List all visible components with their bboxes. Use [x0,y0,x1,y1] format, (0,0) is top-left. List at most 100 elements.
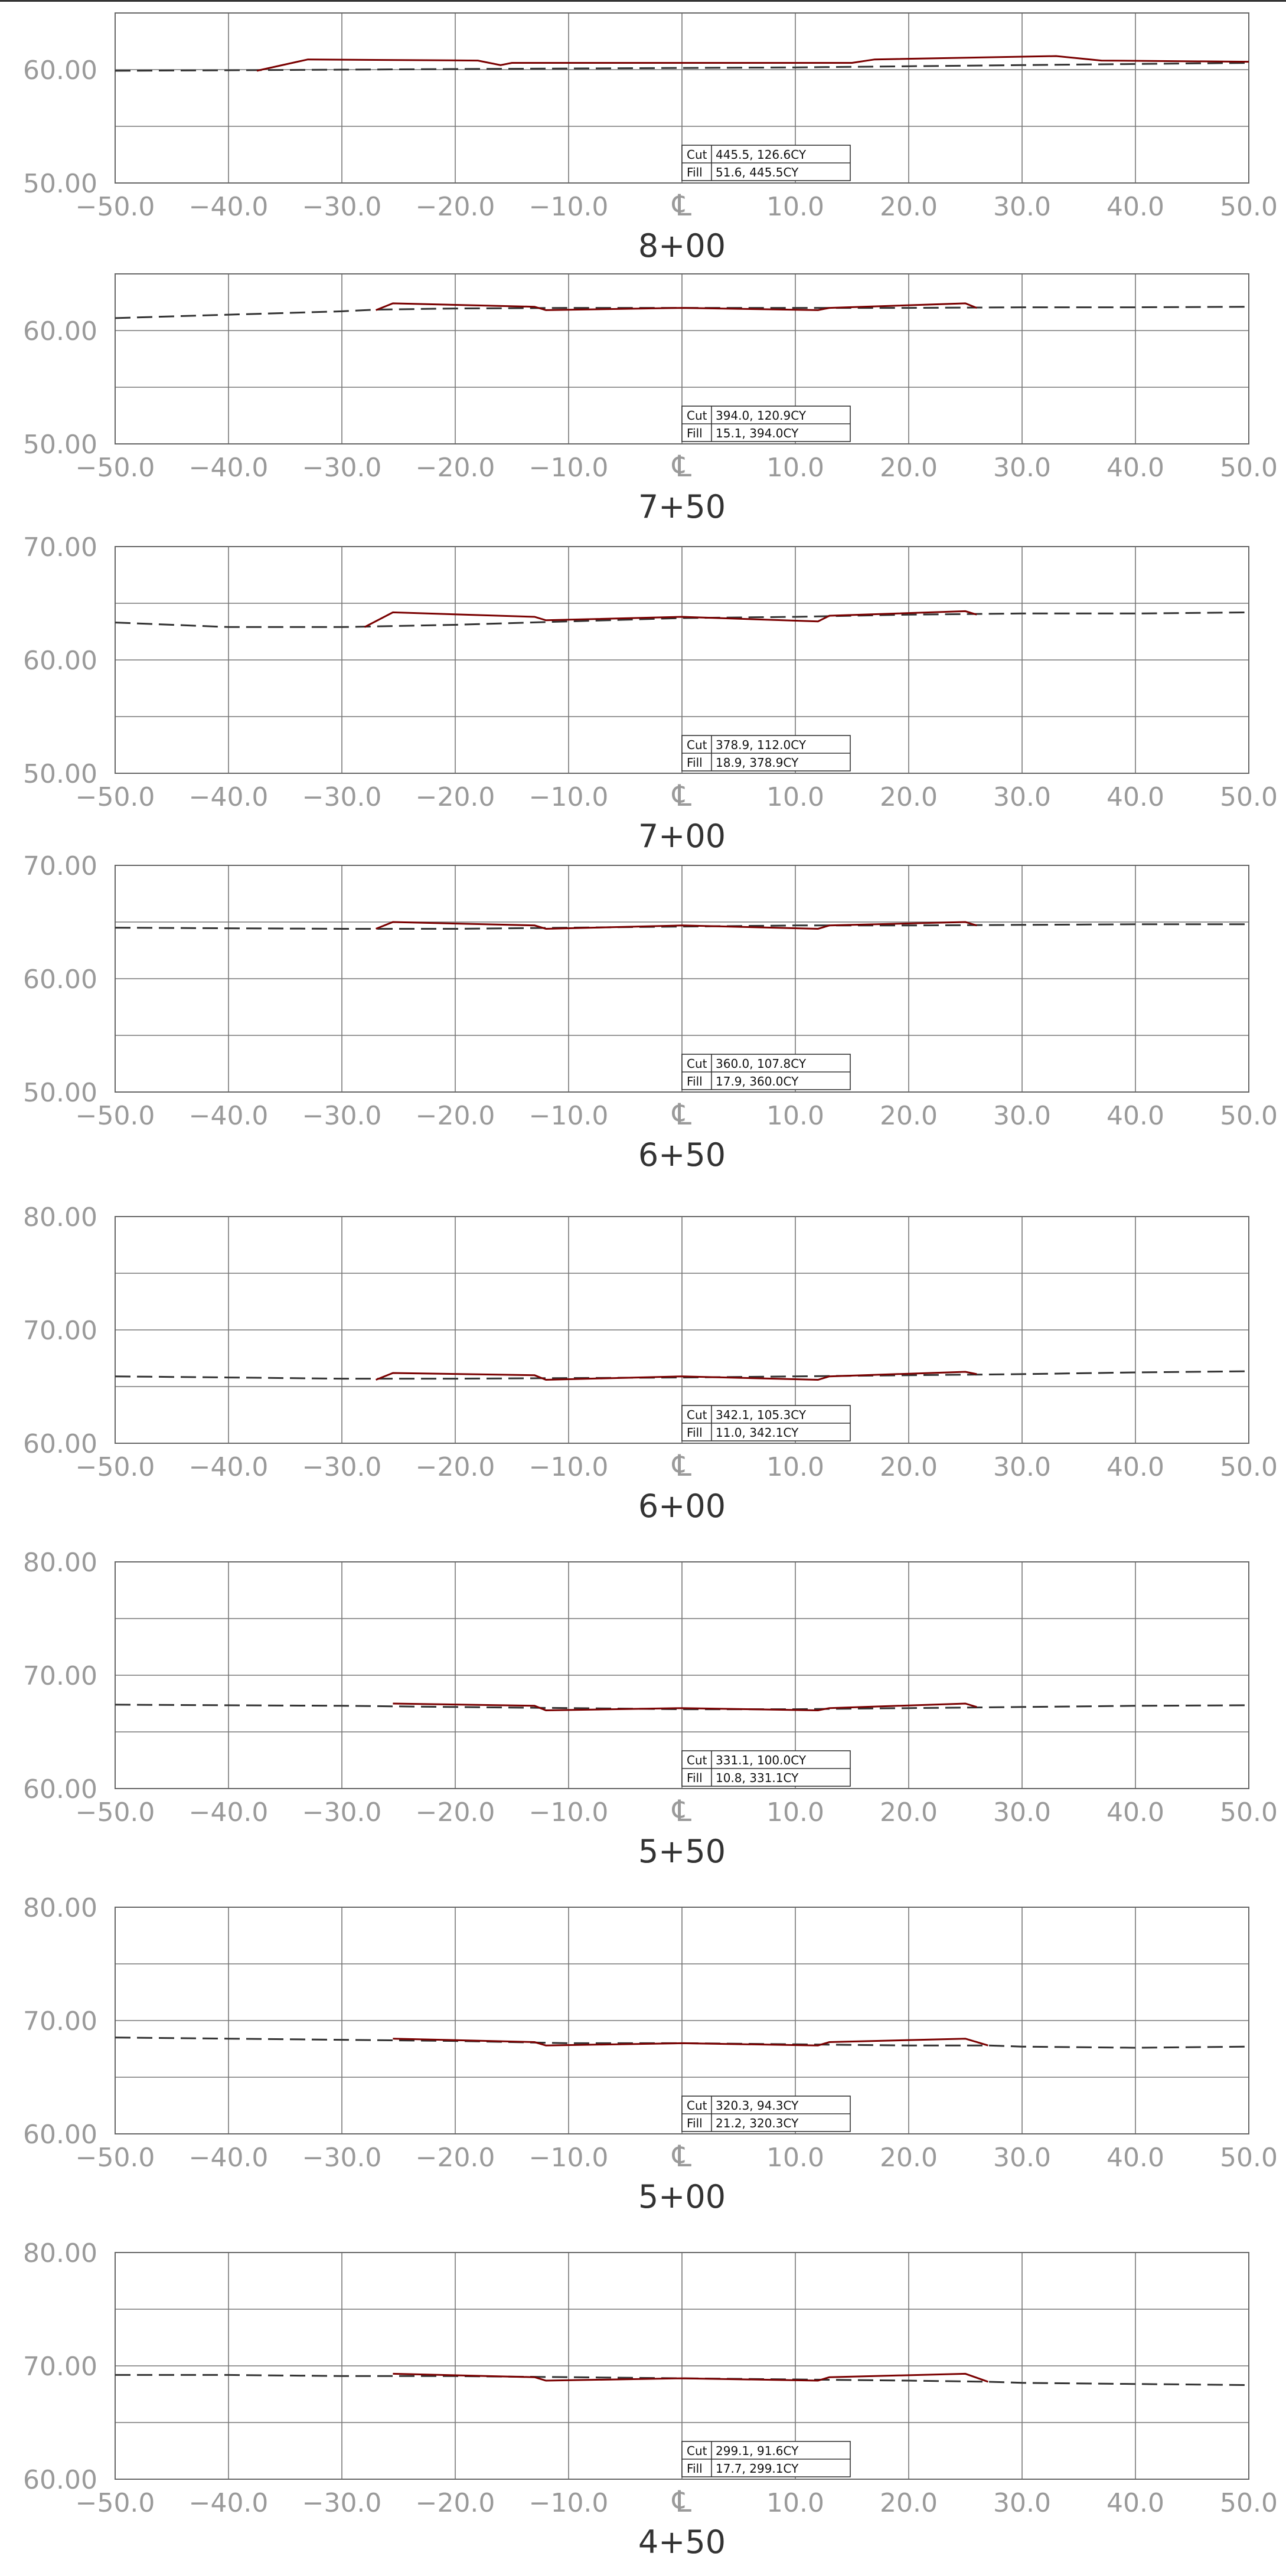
cut-label: Cut [687,1408,707,1422]
centerline-symbol: ℄ [671,779,691,813]
y-tick-label: 80.00 [23,2238,97,2268]
proposed-section-line [393,1702,977,1712]
fill-value: 17.7, 299.1CY [716,2461,799,2476]
x-tick-label: −10.0 [529,2143,609,2173]
x-tick-label: 40.0 [1107,2488,1164,2518]
volume-table: Cut 445.5, 126.6CY Fill 51.6, 445.5CY [681,145,851,181]
volume-table: Cut 394.0, 120.9CY Fill 15.1, 394.0CY [681,406,851,442]
cut-label: Cut [687,1753,707,1767]
fill-label: Fill [687,1074,703,1088]
volume-table: Cut 320.3, 94.3CY Fill 21.2, 320.3CY [681,2096,851,2132]
x-tick-label: 10.0 [766,782,824,812]
plot-frame [115,12,1249,184]
x-tick-label: −10.0 [529,1797,609,1828]
fill-value: 21.2, 320.3CY [716,2116,799,2130]
x-tick-label: −40.0 [189,453,269,483]
station-label: 4+50 [638,2523,726,2561]
x-tick-label: 30.0 [993,1452,1051,1482]
y-tick-label: 50.00 [23,1078,97,1108]
fill-label: Fill [687,1771,703,1785]
cross-section-6-00: 60.00 70.00 80.00 −50.0 −40.0 −30.0 −20.0 −10.0… [23,1202,1278,1525]
fill-label: Fill [687,426,703,440]
existing-ground-line [115,306,1249,319]
existing-ground-line [115,1704,1249,1711]
x-tick-label: 20.0 [880,782,938,812]
plot-frame [115,1907,1249,2134]
x-tick-label: −50.0 [76,782,155,812]
x-tick-label: 10.0 [766,1452,824,1482]
x-tick-label: −20.0 [416,192,495,222]
fill-value: 11.0, 342.1CY [716,1426,799,1440]
x-tick-label: 50.0 [1220,453,1278,483]
cross-section-5-50: 60.00 70.00 80.00 −50.0 −40.0 −30.0 −20.0 −10.0… [23,1548,1278,1870]
x-tick-label: −40.0 [189,782,269,812]
plot-frame [115,546,1249,774]
existing-ground-line [115,62,1249,72]
x-tick-label: 30.0 [993,1797,1051,1828]
cut-label: Cut [687,408,707,423]
proposed-section-line [256,55,1249,72]
volume-table: Cut 299.1, 91.6CY Fill 17.7, 299.1CY [681,2441,851,2477]
x-tick-label: −30.0 [302,1101,382,1131]
cut-label: Cut [687,1057,707,1071]
cross-section-7-50: 50.00 60.00 −50.0 −40.0 −30.0 −20.0 −10.0 ℄ 10.0… [23,273,1278,525]
station-label: 6+00 [638,1488,726,1525]
y-tick-label: 60.00 [23,2465,97,2495]
y-tick-label: 70.00 [23,2006,97,2036]
y-tick-label: 80.00 [23,1893,97,1923]
x-tick-label: 40.0 [1107,2143,1164,2173]
fill-value: 18.9, 378.9CY [716,756,799,770]
x-tick-label: −50.0 [76,2488,155,2518]
x-tick-label: 50.0 [1220,1452,1278,1482]
x-tick-label: 50.0 [1220,2143,1278,2173]
proposed-section-line [364,610,977,628]
y-tick-label: 60.00 [23,1429,97,1459]
existing-ground-line [115,923,1249,930]
x-tick-label: −20.0 [416,2488,495,2518]
x-tick-label: −40.0 [189,2143,269,2173]
proposed-section-line [393,2038,988,2047]
x-tick-label: 40.0 [1107,1101,1164,1131]
x-tick-label: 30.0 [993,1101,1051,1131]
x-tick-label: 30.0 [993,2488,1051,2518]
x-tick-label: −10.0 [529,453,609,483]
y-tick-label: 70.00 [23,532,97,563]
x-tick-label: 10.0 [766,192,824,222]
x-tick-label: 10.0 [766,453,824,483]
volume-table: Cut 360.0, 107.8CY Fill 17.9, 360.0CY [681,1054,851,1090]
cross-section-4-50: 60.00 70.00 80.00 −50.0 −40.0 −30.0 −20.0 −10.0… [23,2238,1278,2561]
x-tick-label: −30.0 [302,2488,382,2518]
x-tick-label: 50.0 [1220,2488,1278,2518]
cut-value: 299.1, 91.6CY [716,2444,799,2458]
centerline-symbol: ℄ [671,1097,691,1132]
x-tick-label: 50.0 [1220,1797,1278,1828]
cut-label: Cut [687,2444,707,2458]
x-tick-label: −30.0 [302,192,382,222]
centerline-symbol: ℄ [671,188,691,223]
cross-section-7-00: 50.00 60.00 70.00 −50.0 −40.0 −30.0 −20.0 −10.0… [23,532,1278,855]
cut-value: 360.0, 107.8CY [716,1057,807,1071]
centerline-symbol: ℄ [671,2139,691,2173]
x-tick-label: −30.0 [302,782,382,812]
x-tick-label: 40.0 [1107,1797,1164,1828]
x-tick-label: −10.0 [529,1101,609,1131]
x-tick-label: −50.0 [76,1797,155,1828]
x-tick-label: 20.0 [880,1797,938,1828]
cut-label: Cut [687,2098,707,2113]
x-tick-label: 10.0 [766,2488,824,2518]
y-tick-label: 70.00 [23,1316,97,1346]
plot-frame [115,1216,1249,1444]
cross-section-6-50: 50.00 60.00 70.00 −50.0 −40.0 −30.0 −20.0 −10.0… [23,851,1278,1173]
plot-frame [115,1561,1249,1789]
centerline-symbol: ℄ [671,2485,691,2519]
station-label: 6+50 [638,1136,726,1173]
y-tick-label: 50.00 [23,430,97,460]
y-tick-label: 50.00 [23,169,97,199]
fill-label: Fill [687,756,703,770]
x-tick-label: 10.0 [766,2143,824,2173]
cut-value: 342.1, 105.3CY [716,1408,807,1422]
x-tick-label: −40.0 [189,1797,269,1828]
fill-value: 17.9, 360.0CY [716,1074,799,1088]
cut-value: 320.3, 94.3CY [716,2098,799,2113]
